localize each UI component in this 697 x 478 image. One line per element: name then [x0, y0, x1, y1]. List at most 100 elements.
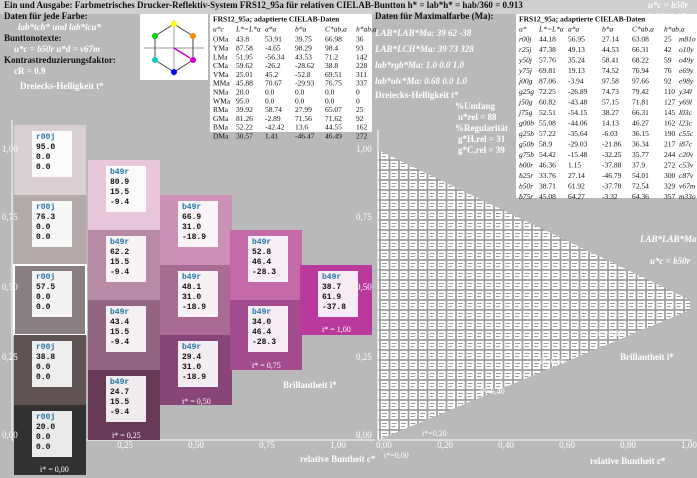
patch-value: 24.7 [110, 388, 129, 397]
table-cell: 27.99 [295, 105, 312, 114]
table-cell: 60.82 [539, 98, 556, 107]
table-cell: 145 [664, 108, 676, 117]
table-cell: g25g [519, 87, 534, 96]
table-cell: 68.22 [632, 56, 649, 65]
table-cell: 162 [664, 119, 676, 128]
table-cell: -15.48 [568, 150, 588, 159]
x-tick-label: 0,00 [376, 440, 392, 450]
patch-value: 15.5 [110, 398, 129, 407]
i-label: i* = 1,00 [322, 325, 351, 334]
table-cell: c55c [679, 129, 694, 138]
x-tick-label: 0,60 [559, 440, 575, 450]
table-cell: 0.0 [265, 88, 275, 97]
patch-value: 52.8 [252, 248, 271, 257]
table-cell: 59.62 [236, 61, 253, 70]
patch-code: r00j [36, 413, 55, 422]
table-cell: 58.41 [602, 56, 619, 65]
table-cell: 98.4 [325, 44, 338, 53]
patch-value: 95.0 [36, 143, 55, 152]
stat: g*C,rel = 39 [458, 145, 505, 155]
table-cell: 69.81 [539, 66, 556, 75]
patch-value: 43.4 [110, 318, 129, 327]
patch-value: 15.5 [110, 258, 129, 267]
table-cell: -3.94 [568, 77, 584, 86]
table-cell: e69y [679, 66, 694, 75]
table-cell: 162 [356, 123, 368, 132]
left-text: Bunttonotexte: [4, 33, 62, 43]
table-head: u* [519, 25, 527, 34]
i-label: i*=0,60 [540, 357, 565, 366]
table-cell: 1.41 [265, 132, 278, 141]
table-cell: RMa [213, 105, 229, 114]
patch-code: b49r [252, 238, 271, 247]
table-cell: -42.42 [265, 123, 285, 132]
patch-value: 31.0 [182, 223, 201, 232]
table-cell: 44.53 [602, 45, 619, 54]
table-cell: 20.0 [236, 88, 249, 97]
table-cell: 0 [356, 96, 360, 105]
table2-bg [516, 14, 697, 198]
patch-value: 0.0 [36, 233, 51, 242]
table-cell: 71.56 [295, 114, 312, 123]
table-cell: 36.15 [632, 129, 649, 138]
table-cell: 79.42 [632, 87, 649, 96]
table-cell: WMa [213, 96, 231, 105]
y-tick-label: 0,50 [2, 282, 18, 292]
i-label: i* = 0,50 [182, 397, 211, 406]
table-head: C*ab,a [325, 25, 347, 34]
patch-label-bg [32, 201, 72, 247]
table-cell: 311 [356, 70, 367, 79]
table-head: L*=L*a [538, 25, 564, 34]
patch-code: b49r [252, 308, 271, 317]
table-cell: 55.08 [539, 119, 556, 128]
patch-label-bg [32, 411, 72, 457]
left-text: Kontrastreduzierungsfaktor: [4, 55, 116, 65]
table-cell: g75b [519, 150, 534, 159]
patch-value: 0.0 [36, 363, 51, 372]
stat: g*H,rel = 31 [458, 134, 506, 144]
patch-value: 80.9 [110, 178, 129, 187]
y-tick-label: 1,00 [356, 144, 372, 154]
table-cell: 61.92 [568, 182, 585, 191]
brillance-label: Brillantheit i* [620, 352, 674, 362]
table-cell: 329 [664, 182, 676, 191]
table-cell: 13.6 [295, 123, 308, 132]
table-cell: 44.18 [539, 35, 556, 44]
patch-value: 0.0 [36, 223, 51, 232]
table-head: a*a [265, 25, 277, 34]
patch-value: 0.0 [36, 433, 51, 442]
table-cell: 93 [356, 44, 364, 53]
table-cell: 0 [356, 88, 360, 97]
table-title: FRS12_95a; adaptierte CIELAB-Daten [213, 15, 340, 24]
patch-value: 0.0 [36, 293, 51, 302]
table-cell: -37.88 [602, 161, 622, 170]
table-cell: 33.76 [539, 171, 556, 180]
patch-value: 0.0 [36, 153, 51, 162]
table-cell: 69.51 [325, 70, 342, 79]
patch-value: 15.5 [110, 188, 129, 197]
table-cell: 1.15 [568, 161, 581, 170]
table-cell: 71.81 [632, 98, 649, 107]
i-label: i* = 0,25 [112, 431, 141, 440]
table-cell: y69l [678, 98, 692, 107]
i-label: i*=0,80 [598, 329, 623, 338]
table-cell: 57.15 [602, 98, 619, 107]
table-cell: NMa [213, 88, 229, 97]
table-cell: v67m [679, 182, 696, 191]
x-tick-label: 0,20 [437, 440, 453, 450]
patch-value: 66.9 [182, 213, 201, 222]
table-cell: BMa [213, 123, 229, 132]
rc-title: LAB*LAB*Ma [639, 234, 697, 244]
table-cell: -26.2 [265, 61, 281, 70]
table-cell: m81o [679, 35, 696, 44]
mid-text: LAB*LAB*Ma: 39 62 -38 [374, 28, 472, 38]
table-cell: y50j [518, 56, 532, 65]
table-cell: r25j [519, 45, 532, 54]
table-cell: 300 [664, 171, 676, 180]
table-cell: 142 [356, 52, 368, 61]
table-head: h*ab,a [664, 25, 685, 34]
table-cell: -52.8 [295, 70, 311, 79]
patch-value: -9.4 [110, 338, 129, 347]
table-cell: DMa [213, 132, 229, 141]
middle-text: Daten für Maximalfarbe (Ma): LAB*LAB*Ma:… [374, 11, 508, 155]
